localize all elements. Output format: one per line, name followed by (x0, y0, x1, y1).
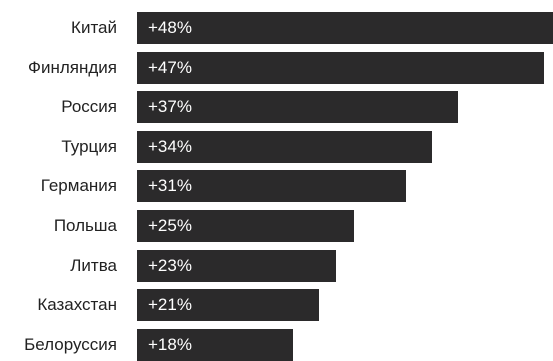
category-label: Китай (71, 18, 117, 37)
category-label: Германия (40, 176, 117, 195)
bar-value-label: +18% (148, 335, 192, 354)
bar: +31% (137, 170, 406, 202)
bar-value-label: +25% (148, 216, 192, 235)
category-label: Казахстан (37, 295, 117, 314)
category-label: Литва (70, 256, 117, 275)
category-label: Белоруссия (24, 335, 117, 354)
bar: +48% (137, 12, 553, 44)
bar: +18% (137, 329, 293, 361)
bar: +21% (137, 289, 319, 321)
bar-value-label: +47% (148, 58, 192, 77)
bar: +37% (137, 91, 458, 123)
bar-value-label: +37% (148, 97, 192, 116)
bar-value-label: +31% (148, 176, 192, 195)
bar: +23% (137, 250, 336, 282)
bar-value-label: +48% (148, 18, 192, 37)
bar: +34% (137, 131, 432, 163)
bar-value-label: +34% (148, 137, 192, 156)
bar: +47% (137, 52, 544, 84)
category-label: Россия (61, 97, 117, 116)
category-label: Турция (61, 137, 117, 156)
category-label: Финляндия (28, 58, 117, 77)
bar-value-label: +21% (148, 295, 192, 314)
bar-value-label: +23% (148, 256, 192, 275)
bar: +25% (137, 210, 354, 242)
category-label: Польша (53, 216, 117, 235)
